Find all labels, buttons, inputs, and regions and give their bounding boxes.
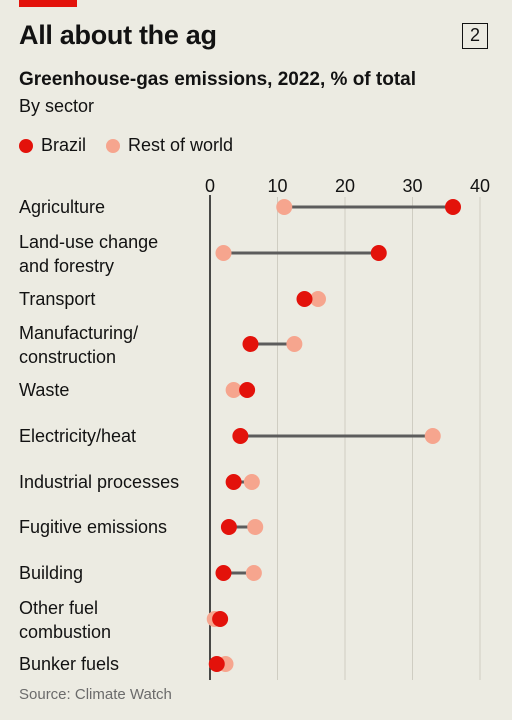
category-label: Building [19,563,83,583]
dot-brazil [225,474,242,490]
legend-item-brazil: Brazil [19,135,86,156]
chart-number-badge: 2 [462,23,488,49]
dot-rest-of-world [215,245,232,261]
category-label: Bunker fuels [19,654,119,674]
category-label: Industrial processes [19,472,179,492]
chart-title: Greenhouse-gas emissions, 2022, % of tot… [19,69,417,90]
brand-tag [19,0,77,7]
category-label: Agriculture [19,197,105,217]
dot-brazil [212,611,229,627]
dot-brazil [445,199,461,215]
dot-rest-of-world [245,565,262,581]
category-label: Fugitive emissions [19,517,167,537]
dot-brazil [242,336,259,352]
category-label: Manufacturing/construction [19,323,138,367]
legend: Brazil Rest of world [19,135,253,156]
dot-rest-of-world [286,336,303,352]
x-tick-label: 40 [470,176,490,196]
legend-dot-rest-of-world [106,138,121,153]
page-title: All about the ag [19,20,217,50]
dot-brazil [220,519,237,535]
x-tick-label: 30 [402,176,422,196]
chart-subtitle: By sector [19,96,95,116]
dot-rest-of-world [310,291,326,307]
category-label: Other fuel combustion [19,598,111,642]
category-label: Waste [19,380,69,400]
dot-brazil [215,565,232,581]
dot-brazil [208,656,225,672]
dot-rest-of-world [276,199,293,215]
dot-rest-of-world [225,382,242,398]
category-label: Electricity/heat [19,426,136,446]
x-tick-label: 10 [267,176,287,196]
dot-brazil [296,291,313,307]
dot-brazil [232,428,249,444]
dot-brazil [239,382,256,398]
legend-label-brazil: Brazil [41,135,87,155]
dot-rest-of-world [243,474,260,490]
source-note: Source: Climate Watch [19,686,172,703]
x-tick-label: 20 [335,176,355,196]
category-label: Transport [19,289,95,309]
category-label: Land-use change and forestry [19,232,158,276]
dot-rest-of-world [424,428,441,444]
dot-brazil [370,245,387,261]
x-tick-label: 0 [205,176,215,196]
legend-dot-brazil [19,138,33,153]
legend-item-rest-of-world: Rest of world [106,135,233,156]
dot-rest-of-world [247,519,264,535]
legend-label-rest-of-world: Rest of world [128,135,234,155]
